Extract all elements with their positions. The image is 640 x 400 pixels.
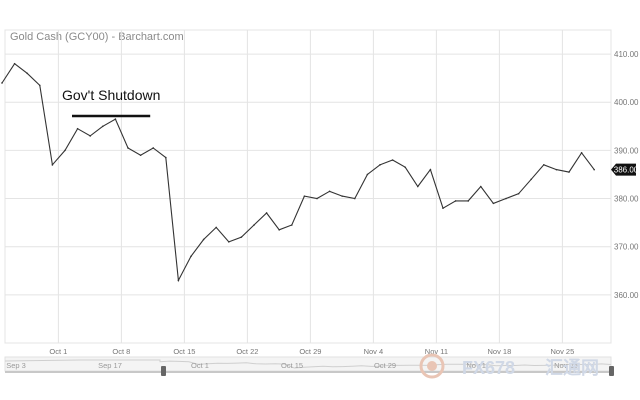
y-axis-labels: 410.00 400.00 390.00 380.00 370.00 360.00	[614, 50, 639, 300]
watermark-logo-icon	[419, 353, 445, 379]
data-point	[76, 127, 79, 130]
data-point	[366, 173, 369, 176]
data-point	[39, 84, 41, 87]
data-point	[127, 147, 129, 149]
data-point	[13, 62, 16, 65]
data-point	[240, 236, 243, 238]
data-point	[152, 147, 154, 149]
navigator-series	[4, 359, 612, 369]
data-point	[404, 166, 407, 169]
data-point	[291, 224, 293, 226]
x-tick-label: Oct 22	[236, 347, 258, 356]
plot-frame	[4, 29, 612, 344]
data-point	[278, 229, 281, 231]
data-point	[530, 178, 532, 181]
data-point	[568, 171, 570, 173]
data-point	[139, 154, 142, 156]
data-point	[505, 197, 507, 200]
data-point	[492, 202, 495, 205]
x-tick-label: Nov 25	[551, 347, 575, 356]
data-point	[190, 255, 192, 258]
x-axis-labels: Oct 1 Oct 8 Oct 15 Oct 22 Oct 29 Nov 4 Nov 11 N…	[49, 347, 574, 356]
navigator-label: Sep 3	[6, 361, 26, 370]
data-point	[177, 279, 180, 282]
x-tick-label: Oct 15	[173, 347, 195, 356]
data-point	[51, 164, 54, 166]
y-tick-label: 380.00	[614, 195, 639, 204]
data-point	[543, 164, 545, 166]
y-tick-label: 400.00	[614, 98, 639, 107]
data-point	[429, 168, 432, 171]
data-point	[102, 125, 104, 128]
x-tick-label: Oct 1	[49, 347, 67, 356]
fx678-watermark: FX678 汇通网	[419, 353, 599, 379]
navigator-label: Oct 29	[374, 361, 396, 370]
data-point	[391, 159, 394, 161]
x-tick-label: Nov 18	[488, 347, 512, 356]
data-point	[467, 200, 470, 202]
price-series	[1, 62, 595, 283]
data-point	[265, 212, 268, 214]
y-tick-label: 390.00	[614, 146, 639, 155]
x-tick-label: Nov 4	[364, 347, 384, 356]
data-point	[228, 241, 230, 243]
watermark-text: FX678	[462, 358, 515, 378]
y-tick-label: 360.00	[614, 291, 639, 300]
watermark-subtext: 汇通网	[545, 358, 599, 378]
data-point	[64, 149, 66, 152]
navigator-label: Nov 25	[554, 361, 578, 370]
data-point	[593, 168, 595, 171]
data-point	[480, 185, 482, 188]
navigator-label: Oct 15	[281, 361, 303, 370]
data-point	[417, 185, 419, 188]
navigator-label: Nov 11	[466, 361, 489, 370]
data-point	[202, 238, 205, 241]
navigator-handle-right[interactable]	[609, 366, 614, 376]
data-point	[328, 190, 331, 193]
data-point	[165, 156, 167, 159]
x-tick-label: Oct 29	[299, 347, 321, 356]
data-point	[354, 197, 356, 200]
navigator-label: Oct 1	[191, 361, 209, 370]
time-navigator[interactable]: Sep 3 Sep 17 Oct 1 Oct 15 Oct 29 Nov 11 Nov 25	[4, 356, 614, 376]
current-price-label: 386.00	[614, 166, 639, 175]
data-point	[303, 195, 306, 197]
data-point	[215, 226, 217, 229]
y-tick-label: 410.00	[614, 50, 639, 59]
current-price-marker	[611, 163, 636, 176]
data-point	[442, 207, 444, 209]
grid-lines	[4, 29, 612, 344]
chart-title: Gold Cash (GCY00) - Barchart.com	[10, 31, 184, 43]
data-point	[555, 168, 558, 171]
shutdown-annotation: Gov't Shutdown	[62, 87, 160, 118]
data-point	[580, 151, 583, 154]
y-tick-label: 370.00	[614, 243, 639, 252]
data-point	[26, 72, 29, 75]
data-point	[517, 192, 520, 195]
series-line	[1, 62, 595, 283]
navigator-handle-left[interactable]	[161, 366, 166, 376]
watermark-logo-dot	[427, 361, 437, 371]
navigator-track	[4, 356, 612, 372]
navigator-label: Sep 17	[98, 361, 122, 370]
data-point	[114, 118, 117, 120]
data-point	[89, 135, 91, 137]
data-point	[379, 164, 381, 166]
data-point	[454, 200, 457, 202]
data-point	[316, 197, 318, 200]
data-point	[341, 195, 344, 197]
current-price-badge: 386.00	[611, 163, 639, 176]
x-tick-label: Nov 11	[425, 347, 448, 356]
data-point	[253, 224, 255, 226]
annotation-label: Gov't Shutdown	[62, 87, 160, 103]
x-tick-label: Oct 8	[112, 347, 130, 356]
data-point	[1, 82, 3, 84]
